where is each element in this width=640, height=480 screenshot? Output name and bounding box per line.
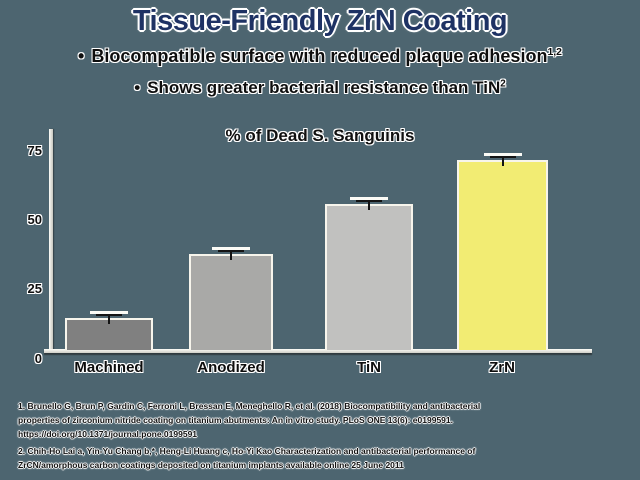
- x-label-tin: TiN: [357, 359, 381, 376]
- bar-chart: % of Dead S. Sanguinis 0 25 50 75 Machined A…: [0, 120, 640, 390]
- footnote-ref2-line1: 2. Chih-Ho Lai a, Yin-Yu Chang b,*, Heng…: [18, 446, 476, 456]
- y-tick-75: 75: [27, 143, 42, 158]
- bullet-text: Biocompatible surface with reduced plaqu…: [91, 46, 548, 66]
- error-bar-stem: [501, 156, 504, 166]
- bar-anodized: [189, 247, 273, 350]
- error-bar-cap-highlight: [90, 311, 128, 314]
- x-axis-line: [44, 349, 592, 353]
- bullet-icon: •: [78, 46, 85, 66]
- y-tick-25: 25: [27, 281, 42, 296]
- error-bar-stem: [230, 250, 232, 260]
- footnote-ref1-line1: 1. Brunello G, Brun P, Gardin C, Ferroni…: [18, 401, 481, 411]
- bullet-icon: •: [134, 78, 141, 97]
- footnotes: 1. Brunello G, Brun P, Gardin C, Ferroni…: [18, 399, 628, 472]
- error-bar-cap-highlight: [483, 153, 522, 156]
- error-bar-cap-highlight: [212, 247, 250, 250]
- bar-zrn: [457, 153, 548, 350]
- y-tick-0: 0: [34, 351, 42, 366]
- citation-superscript: 2: [500, 78, 506, 90]
- bullet-text: Shows greater bacterial resistance than …: [147, 78, 501, 97]
- citation-superscript: 1,2: [547, 47, 562, 58]
- error-bar-stem: [108, 314, 110, 324]
- bullet-bacterial-resistance: • Shows greater bacterial resistance than…: [0, 78, 640, 98]
- x-label-zrn: ZrN: [489, 359, 515, 376]
- bar-tin: [325, 197, 413, 350]
- y-tick-50: 50: [27, 212, 42, 227]
- chart-title: % of Dead S. Sanguinis: [225, 126, 415, 145]
- error-bar-cap-highlight: [350, 197, 388, 200]
- footnote-ref1-line3: https://doi.org/10.1371/journal.pone.019…: [18, 429, 198, 439]
- error-bar-stem: [368, 200, 370, 210]
- y-axis-line: [49, 129, 53, 353]
- x-label-machined: Machined: [74, 359, 144, 376]
- slide-title: Tissue-Friendly ZrN Coating: [132, 5, 508, 37]
- bar-machined: [65, 311, 153, 350]
- x-label-anodized: Anodized: [197, 359, 265, 376]
- footnote-ref2-line2: ZrCN/amorphous carbon coatings deposited…: [18, 460, 404, 470]
- bullet-biocompatible: • Biocompatible surface with reduced plaq…: [0, 46, 640, 67]
- footnote-ref1-line2: properties of zirconium nitride coating …: [18, 415, 453, 425]
